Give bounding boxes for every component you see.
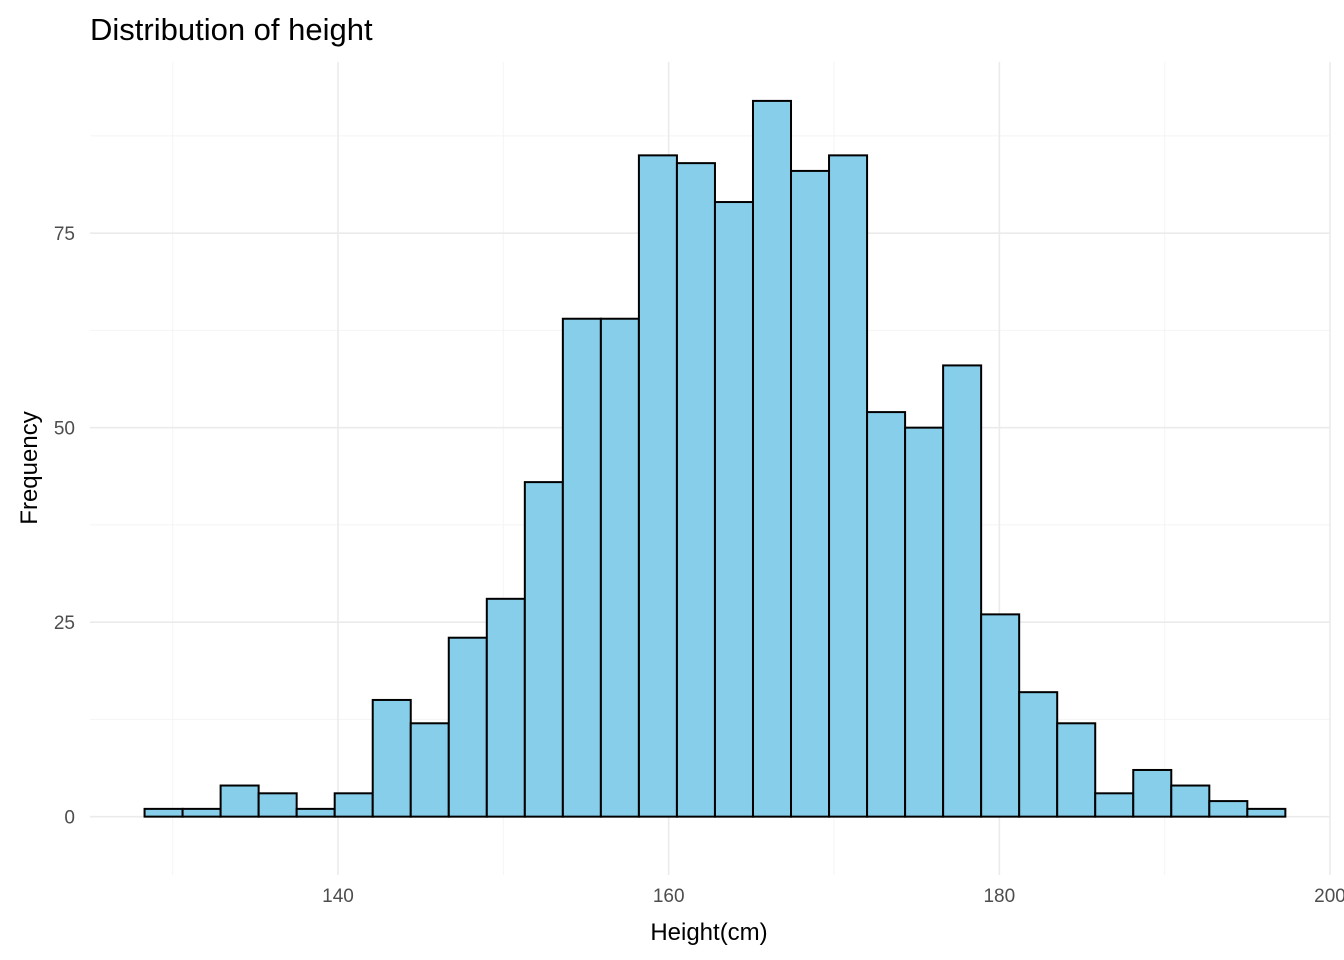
histogram-bar-26 xyxy=(1132,768,1173,818)
histogram-bar-29 xyxy=(1246,807,1287,818)
histogram-bar-22 xyxy=(980,613,1021,818)
histogram-bar-14 xyxy=(675,162,716,818)
chart-title: Distribution of height xyxy=(90,12,373,47)
x-axis-ticks: 140 160 180 200 xyxy=(322,886,1344,907)
histogram-bar-18 xyxy=(828,154,869,818)
histogram-bars xyxy=(143,99,1287,818)
histogram-bar-13 xyxy=(637,154,678,818)
histogram-bar-28 xyxy=(1208,800,1249,818)
histogram-bar-11 xyxy=(561,317,602,818)
histogram-bar-4 xyxy=(295,807,336,818)
y-axis-title: Frequency xyxy=(16,411,43,524)
histogram-bar-16 xyxy=(751,99,793,818)
y-tick-label-2: 50 xyxy=(54,419,75,440)
y-tick-label-1: 25 xyxy=(54,613,75,634)
histogram-bar-7 xyxy=(409,722,450,818)
x-tick-label-2: 180 xyxy=(983,886,1015,907)
x-axis-title: Height(cm) xyxy=(650,919,767,946)
histogram-bar-2 xyxy=(219,784,260,818)
histogram-bar-21 xyxy=(942,364,983,818)
histogram-bar-15 xyxy=(713,201,754,818)
histogram-bar-0 xyxy=(143,807,184,818)
x-tick-label-0: 140 xyxy=(322,886,354,907)
histogram-bar-1 xyxy=(181,807,222,818)
histogram-bar-24 xyxy=(1056,722,1097,818)
histogram-bar-17 xyxy=(790,169,831,818)
y-tick-label-0: 0 xyxy=(64,808,75,829)
x-tick-label-1: 160 xyxy=(653,886,685,907)
histogram-bar-10 xyxy=(523,481,564,818)
histogram-bar-27 xyxy=(1170,784,1211,818)
y-tick-label-3: 75 xyxy=(54,224,75,245)
histogram-bar-19 xyxy=(866,411,907,818)
x-tick-label-3: 200 xyxy=(1314,886,1344,907)
histogram-bar-12 xyxy=(599,317,640,818)
histogram-bar-6 xyxy=(371,698,412,818)
histogram-bar-23 xyxy=(1018,691,1059,818)
histogram-bar-25 xyxy=(1094,792,1135,818)
y-axis-ticks: 0 25 50 75 xyxy=(54,224,75,828)
histogram-bar-20 xyxy=(904,426,945,818)
histogram-bar-5 xyxy=(333,792,374,818)
histogram-bar-9 xyxy=(485,597,526,818)
histogram-bar-3 xyxy=(257,792,298,818)
histogram-bar-8 xyxy=(447,636,488,818)
